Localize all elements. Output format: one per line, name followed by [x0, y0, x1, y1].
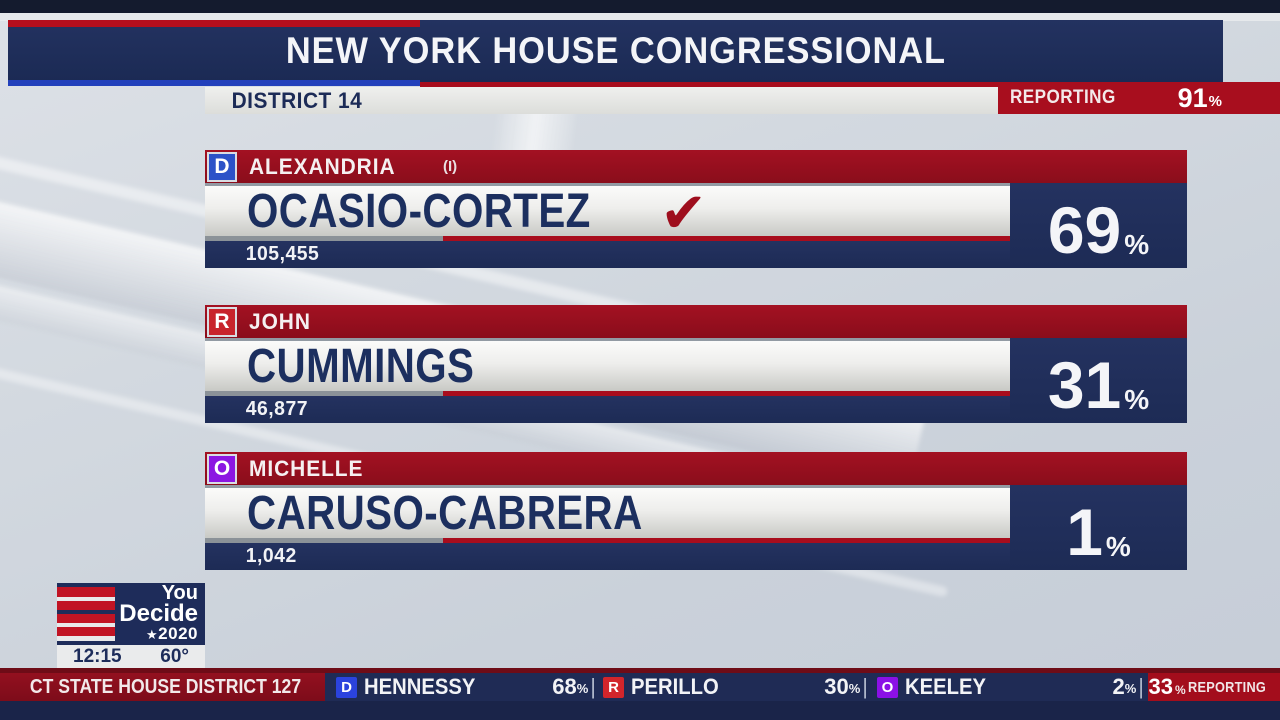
ticker-party-badge-r: R	[603, 677, 624, 698]
ticker-divider: |	[1138, 674, 1144, 699]
candidate-header-bar	[205, 305, 1187, 338]
temperature: 60°	[160, 645, 189, 667]
ticker-percent: 2%|	[1112, 674, 1144, 699]
district-bar: DISTRICT 14	[205, 87, 998, 114]
percent-value: 31	[1047, 348, 1122, 423]
underline-gray	[205, 391, 443, 396]
logo-line2: Decide	[119, 600, 198, 627]
percent-sign: %	[1124, 384, 1150, 415]
header-blue-accent	[8, 80, 420, 86]
percent-sign: %	[848, 681, 861, 696]
vote-count-bar: 46,877	[205, 396, 1010, 423]
flag-stripes-icon	[57, 587, 115, 641]
candidate-name-bar: OCASIO-CORTEZ ✔	[205, 183, 1010, 242]
ticker-percent: 68%|	[552, 674, 596, 699]
time-weather-bar: 12:15 60°	[57, 645, 205, 668]
ticker-candidate-name: KEELEY	[905, 674, 986, 699]
underline-red	[443, 391, 1010, 396]
percent-sign: %	[1124, 681, 1137, 696]
ticker-candidate-name: PERILLO	[631, 674, 719, 699]
percent-area: 31 %	[1010, 338, 1187, 423]
vote-count-bar: 1,042	[205, 543, 1010, 570]
percent-area: 69 %	[1010, 183, 1187, 268]
vote-count: 46,877	[245, 398, 308, 420]
candidate-last-name: OCASIO-CORTEZ	[247, 184, 591, 238]
reporting-value-group: 91 %	[1178, 83, 1222, 114]
party-badge-r: R	[207, 307, 237, 337]
reporting-badge: REPORTING 91 %	[998, 82, 1280, 114]
header-red-accent	[8, 20, 420, 27]
page-title: NEW YORK HOUSE CONGRESSIONAL	[285, 30, 946, 71]
reporting-value: 91	[1177, 82, 1208, 113]
candidate-first-name: ALEXANDRIA	[249, 154, 396, 179]
ticker-percent: 30%|	[824, 674, 868, 699]
clock-time: 12:15	[73, 645, 122, 667]
percent-value: 1	[1066, 495, 1103, 570]
underline-gray	[205, 236, 443, 241]
logo-year: ★2020	[146, 624, 198, 643]
ticker-top-line	[0, 668, 1280, 673]
candidate-row: O MICHELLE CARUSO-CABRERA 1,042 1 %	[205, 452, 1187, 570]
ticker-reporting-label: REPORTING	[1187, 678, 1266, 696]
ticker-party-badge-o: O	[877, 677, 898, 698]
percent-sign: %	[1105, 531, 1131, 562]
underline-red	[443, 236, 1010, 241]
reporting-label: REPORTING	[1010, 87, 1116, 108]
candidate-row: R JOHN CUMMINGS 46,877 31 %	[205, 305, 1187, 423]
incumbent-marker: (I)	[443, 158, 458, 175]
vote-count-bar: 105,455	[205, 241, 1010, 268]
ticker-reporting-badge: 33 % REPORTING	[1148, 673, 1280, 701]
percent-sign: %	[576, 681, 589, 696]
candidate-row: D ALEXANDRIA (I) OCASIO-CORTEZ ✔ 105,455…	[205, 150, 1187, 268]
logo-line1: You	[161, 582, 198, 604]
candidate-header-bar	[205, 150, 1187, 183]
logo-text: You Decide ★2020	[119, 582, 198, 645]
star-icon: ★	[146, 628, 159, 643]
vote-count: 105,455	[245, 243, 320, 265]
percent-sign: %	[1208, 92, 1222, 110]
underline-red	[443, 538, 1010, 543]
district-label: DISTRICT 14	[231, 88, 363, 113]
candidate-header-bar	[205, 452, 1187, 485]
ticker-race-label: CT STATE HOUSE DISTRICT 127	[29, 676, 302, 698]
ticker-reporting-value: 33	[1148, 674, 1173, 699]
candidate-first-name: JOHN	[249, 309, 311, 334]
header-bar: NEW YORK HOUSE CONGRESSIONAL	[8, 20, 1223, 82]
winner-check-icon: ✔	[660, 181, 708, 246]
candidate-name-bar: CARUSO-CABRERA	[205, 485, 1010, 540]
top-light-strip	[0, 13, 1280, 21]
vote-count: 1,042	[245, 545, 297, 567]
ticker-bottom-band	[0, 701, 1280, 720]
party-badge-o: O	[207, 454, 237, 484]
header-red-underline	[420, 82, 1280, 87]
you-decide-2020-logo: You Decide ★2020	[57, 583, 205, 645]
ticker-candidate-name: HENNESSY	[364, 674, 476, 699]
candidate-last-name: CUMMINGS	[247, 339, 475, 393]
underline-gray	[205, 538, 443, 543]
ticker-divider: |	[590, 674, 596, 699]
ticker-divider: |	[862, 674, 868, 699]
candidate-first-name: MICHELLE	[249, 456, 364, 481]
candidate-last-name: CARUSO-CABRERA	[247, 486, 643, 540]
candidate-name-bar: CUMMINGS	[205, 338, 1010, 393]
percent-value: 69	[1047, 193, 1122, 268]
percent-sign: %	[1174, 682, 1186, 697]
party-badge-d: D	[207, 152, 237, 182]
percent-area: 1 %	[1010, 485, 1187, 570]
top-dark-strip	[0, 0, 1280, 13]
percent-sign: %	[1124, 229, 1150, 260]
ticker-race-label-block: CT STATE HOUSE DISTRICT 127	[0, 673, 325, 701]
ticker-party-badge-d: D	[336, 677, 357, 698]
